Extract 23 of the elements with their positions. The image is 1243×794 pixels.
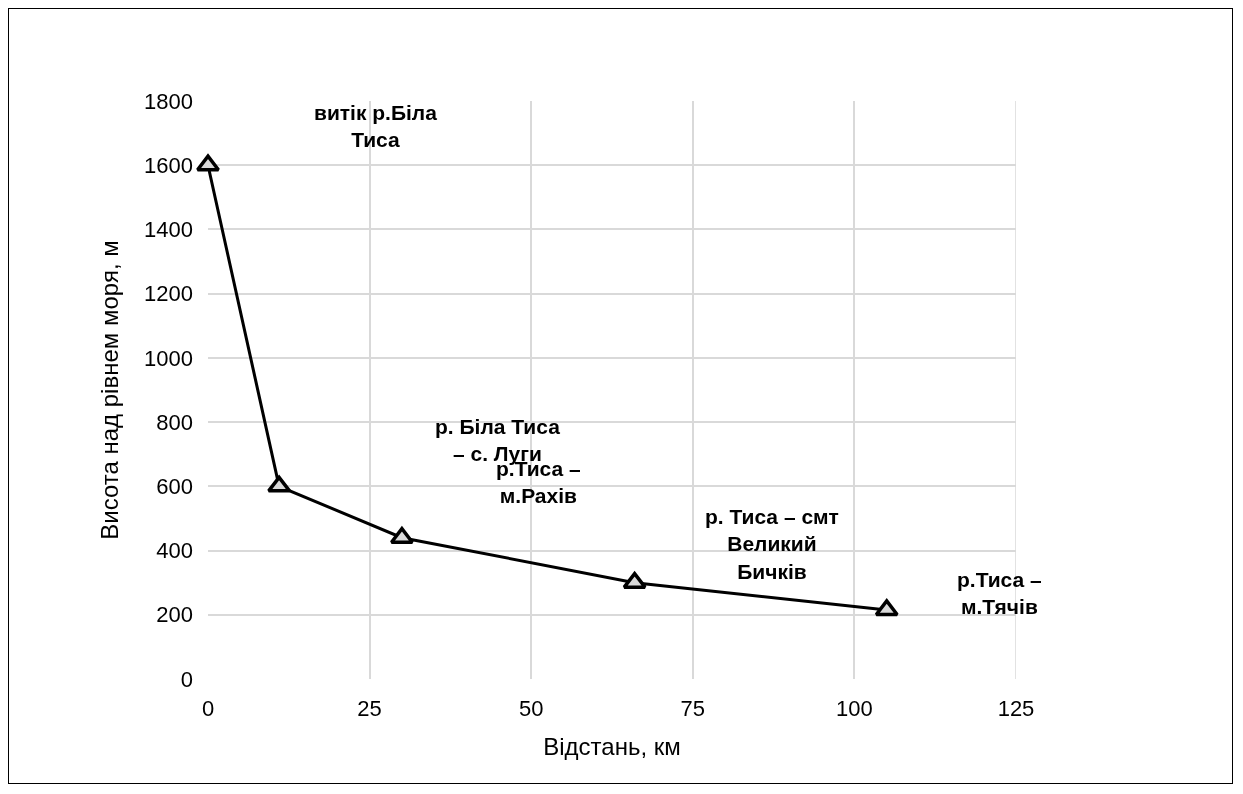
y-tick-label: 1400	[144, 217, 193, 243]
y-tick-label: 1000	[144, 345, 193, 371]
x-tick-label: 100	[836, 696, 873, 721]
x-axis-title: Відстань, км	[543, 733, 681, 761]
y-tick-label: 200	[156, 602, 193, 628]
y-tick-label: 800	[156, 409, 193, 435]
annotation: р. Тиса – смт Великий Бичків	[705, 505, 839, 583]
y-tick-label: 400	[156, 538, 193, 564]
x-tick-label: 50	[518, 696, 544, 721]
y-tick-label: 1800	[144, 88, 193, 114]
y-tick-label: 0	[180, 666, 193, 692]
point	[622, 571, 647, 589]
point	[874, 599, 899, 617]
x-tick-label: 125	[997, 696, 1035, 721]
x-tick-label: 0	[201, 696, 215, 721]
y-tick-label: 1200	[144, 281, 193, 307]
y-axis-title: Висота над рівнем моря, м	[96, 240, 124, 540]
x-tick-label: 25	[357, 696, 382, 721]
y-tick-label: 600	[156, 474, 193, 500]
annotation: витік р.Біла Тиса	[314, 101, 438, 152]
annotation: р.Тиса – м.Тячів	[957, 568, 1043, 619]
x-tick-label: 75	[680, 696, 706, 721]
y-tick-label: 1600	[144, 152, 193, 178]
